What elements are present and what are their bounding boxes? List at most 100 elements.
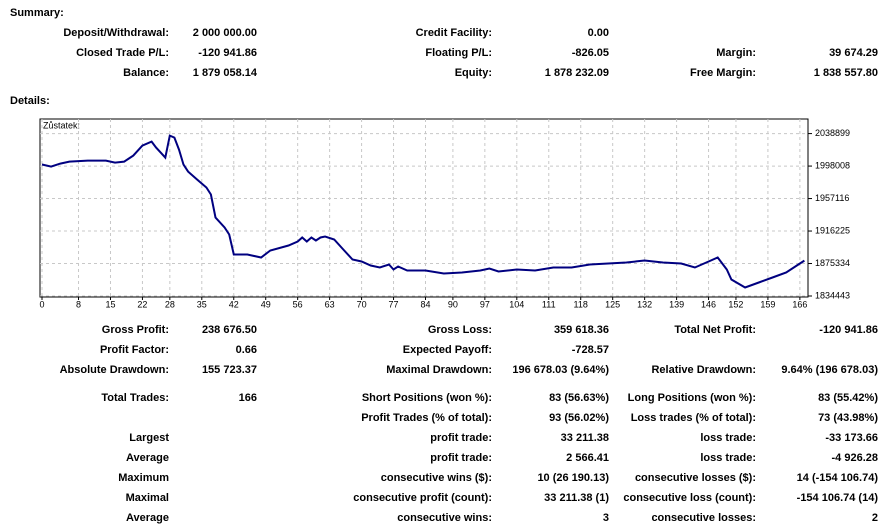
x-tick-label: 159 <box>760 299 775 309</box>
x-tick-label: 166 <box>792 299 807 309</box>
y-tick-label: 1875334 <box>815 258 850 268</box>
value: 155 723.37 <box>202 364 257 376</box>
label: consecutive losses: <box>651 512 756 524</box>
x-tick-label: 125 <box>605 299 620 309</box>
value: 196 678.03 (9.64%) <box>512 364 609 376</box>
label: consecutive losses ($): <box>635 472 756 484</box>
label: Total Trades: <box>101 392 169 404</box>
label: profit trade: <box>430 432 492 444</box>
value: 238 676.50 <box>202 324 257 336</box>
x-tick-label: 49 <box>261 299 271 309</box>
value: 1 878 232.09 <box>545 67 609 79</box>
x-tick-label: 104 <box>509 299 524 309</box>
label: Equity: <box>455 67 492 79</box>
x-tick-label: 118 <box>574 299 588 309</box>
x-tick-label: 35 <box>197 299 207 309</box>
label: consecutive wins ($): <box>381 472 492 484</box>
value: 39 674.29 <box>829 47 878 59</box>
label: Short Positions (won %): <box>362 392 492 404</box>
label: Absolute Drawdown: <box>60 364 169 376</box>
label: Total Net Profit: <box>674 324 756 336</box>
value: -826.05 <box>572 47 609 59</box>
label: consecutive profit (count): <box>353 492 492 504</box>
x-tick-label: 8 <box>76 299 81 309</box>
value: -120 941.86 <box>198 47 257 59</box>
x-tick-label: 152 <box>728 299 743 309</box>
x-tick-label: 97 <box>480 299 490 309</box>
label: consecutive loss (count): <box>623 492 756 504</box>
label: consecutive wins: <box>397 512 492 524</box>
y-tick-label: 2038899 <box>815 128 850 138</box>
value: 83 (55.42%) <box>818 392 878 404</box>
x-tick-label: 56 <box>293 299 303 309</box>
label: Credit Facility: <box>416 27 492 39</box>
x-tick-label: 90 <box>448 299 458 309</box>
y-tick-label: 1957116 <box>815 193 849 203</box>
label: Floating P/L: <box>425 47 492 59</box>
x-tick-label: 42 <box>229 299 239 309</box>
value: 93 (56.02%) <box>549 412 609 424</box>
label: Profit Trades (% of total): <box>361 412 492 424</box>
x-tick-label: 139 <box>669 299 684 309</box>
value: 1 838 557.80 <box>814 67 878 79</box>
label: Closed Trade P/L: <box>76 47 169 59</box>
label: Maximal <box>126 492 169 504</box>
value: 33 211.38 (1) <box>544 492 609 504</box>
label: loss trade: <box>700 432 756 444</box>
value: 10 (26 190.13) <box>537 472 609 484</box>
x-tick-label: 0 <box>39 299 44 309</box>
x-tick-label: 146 <box>701 299 716 309</box>
value: 2 000 000.00 <box>193 27 257 39</box>
x-tick-label: 84 <box>420 299 430 309</box>
value: -33 173.66 <box>825 432 878 444</box>
label: Gross Loss: <box>428 324 492 336</box>
summary-title: Summary: <box>10 7 64 19</box>
label: Long Positions (won %): <box>628 392 756 404</box>
value: 73 (43.98%) <box>818 412 878 424</box>
value: 9.64% (196 678.03) <box>781 364 878 376</box>
x-tick-label: 28 <box>165 299 175 309</box>
label: Profit Factor: <box>100 344 169 356</box>
y-tick-label: 1834443 <box>815 290 850 300</box>
label: Expected Payoff: <box>403 344 492 356</box>
value: 166 <box>239 392 257 404</box>
chart-title: Zůstatek: <box>43 120 80 130</box>
label: loss trade: <box>700 452 756 464</box>
y-tick-label: 1916225 <box>815 225 850 235</box>
label: Maximum <box>118 472 169 484</box>
y-tick-label: 1998008 <box>815 160 850 170</box>
label: Average <box>126 512 169 524</box>
x-tick-label: 15 <box>105 299 115 309</box>
x-tick-label: 63 <box>325 299 335 309</box>
details-title: Details: <box>10 95 50 107</box>
balance-line <box>41 134 805 289</box>
x-tick-label: 111 <box>542 299 556 309</box>
value: 2 566.41 <box>566 452 609 464</box>
label: Free Margin: <box>690 67 756 79</box>
label: Balance: <box>123 67 169 79</box>
x-tick-label: 77 <box>389 299 399 309</box>
value: 83 (56.63%) <box>549 392 609 404</box>
value: 0.66 <box>236 344 257 356</box>
x-tick-label: 132 <box>637 299 652 309</box>
value: 0.00 <box>588 27 609 39</box>
label: Gross Profit: <box>102 324 169 336</box>
label: Margin: <box>716 47 756 59</box>
value: 359 618.36 <box>554 324 609 336</box>
label: Average <box>126 452 169 464</box>
value: 14 (-154 106.74) <box>797 472 879 484</box>
x-tick-label: 22 <box>137 299 147 309</box>
label: Maximal Drawdown: <box>386 364 492 376</box>
value: -154 106.74 (14) <box>797 492 879 504</box>
value: -4 926.28 <box>832 452 878 464</box>
value: -728.57 <box>572 344 609 356</box>
value: 1 879 058.14 <box>193 67 258 79</box>
x-tick-label: 70 <box>357 299 367 309</box>
value: 33 211.38 <box>561 432 609 444</box>
label: Largest <box>129 432 169 444</box>
label: Relative Drawdown: <box>651 364 756 376</box>
value: 2 <box>872 512 878 524</box>
value: 3 <box>603 512 609 524</box>
